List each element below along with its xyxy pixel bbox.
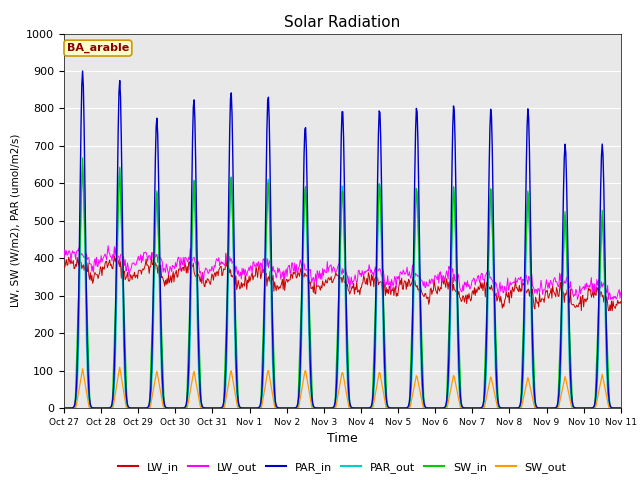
LW_in — [60, 263, 68, 269]
SW_out — [617, 405, 625, 411]
PAR_in — [79, 68, 86, 74]
SW_out — [411, 381, 419, 386]
LW_out — [70, 249, 78, 255]
LW_in — [214, 269, 221, 275]
PAR_out — [128, 405, 136, 411]
SW_in — [128, 405, 136, 411]
Line: LW_out: LW_out — [64, 246, 621, 300]
PAR_in — [428, 405, 435, 411]
LW_out — [573, 297, 581, 302]
PAR_in — [214, 405, 222, 411]
Line: SW_in: SW_in — [64, 158, 621, 408]
LW_out — [428, 278, 435, 284]
PAR_out — [60, 405, 68, 411]
Line: PAR_out: PAR_out — [64, 165, 621, 408]
LW_out — [411, 274, 419, 280]
SW_in — [70, 405, 78, 411]
SW_in — [617, 405, 625, 411]
SW_in — [60, 405, 68, 411]
LW_in — [428, 285, 435, 291]
PAR_out — [428, 405, 435, 411]
SW_out — [60, 405, 68, 411]
LW_in — [617, 299, 625, 304]
PAR_in — [411, 170, 419, 176]
LW_out — [128, 261, 136, 266]
SW_in — [214, 405, 222, 411]
SW_out — [70, 405, 78, 411]
LW_out — [185, 254, 193, 260]
Text: BA_arable: BA_arable — [67, 43, 129, 53]
PAR_in — [70, 404, 78, 409]
PAR_out — [70, 405, 78, 410]
SW_in — [411, 233, 419, 239]
LW_out — [617, 289, 625, 295]
Line: LW_in: LW_in — [64, 253, 621, 311]
LW_out — [60, 255, 68, 261]
Line: SW_out: SW_out — [64, 367, 621, 408]
SW_out — [185, 397, 193, 403]
SW_in — [185, 337, 193, 343]
LW_out — [104, 243, 112, 249]
LW_in — [127, 274, 135, 279]
PAR_out — [79, 162, 86, 168]
LW_in — [577, 308, 585, 313]
SW_out — [116, 364, 124, 370]
PAR_in — [617, 405, 625, 411]
SW_in — [428, 405, 435, 411]
SW_in — [79, 155, 86, 161]
PAR_out — [214, 405, 222, 411]
LW_in — [184, 270, 192, 276]
PAR_in — [128, 405, 136, 411]
Line: PAR_in: PAR_in — [64, 71, 621, 408]
PAR_out — [411, 240, 419, 245]
LW_out — [214, 258, 222, 264]
X-axis label: Time: Time — [327, 432, 358, 445]
Legend: LW_in, LW_out, PAR_in, PAR_out, SW_in, SW_out: LW_in, LW_out, PAR_in, PAR_out, SW_in, S… — [114, 457, 571, 477]
PAR_out — [185, 384, 193, 389]
PAR_in — [60, 405, 68, 411]
SW_out — [428, 405, 435, 411]
PAR_in — [185, 365, 193, 371]
Title: Solar Radiation: Solar Radiation — [284, 15, 401, 30]
LW_in — [411, 277, 419, 283]
SW_out — [128, 405, 136, 411]
LW_in — [222, 251, 230, 256]
LW_in — [70, 266, 78, 272]
SW_out — [214, 405, 222, 411]
PAR_out — [617, 405, 625, 411]
Y-axis label: LW, SW (W/m2), PAR (umol/m2/s): LW, SW (W/m2), PAR (umol/m2/s) — [11, 134, 20, 308]
